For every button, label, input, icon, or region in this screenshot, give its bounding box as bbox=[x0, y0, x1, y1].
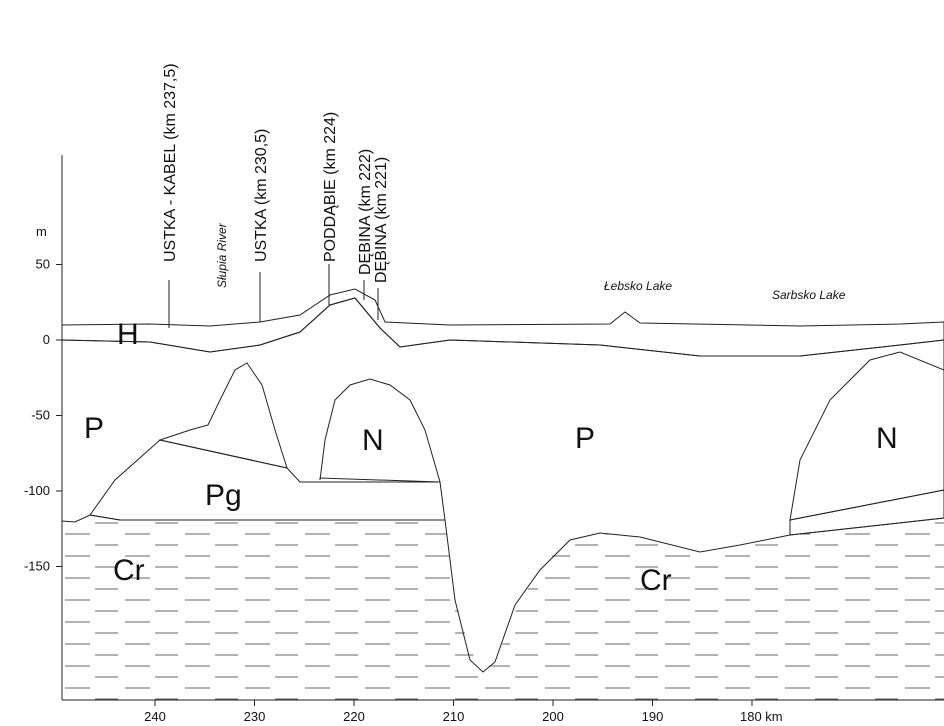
y-tick-label: 50 bbox=[36, 257, 50, 272]
x-tick-label: 230 bbox=[244, 709, 266, 724]
place-label: Słupia River bbox=[215, 222, 229, 288]
h-layer bbox=[61, 288, 944, 357]
y-tick-label: -150 bbox=[24, 559, 50, 574]
y-tick-label: -50 bbox=[31, 408, 50, 423]
x-tick-label: 190 bbox=[642, 709, 664, 724]
station-label: DĘBINA (km 221) bbox=[373, 157, 390, 283]
n-body bbox=[158, 362, 288, 469]
station-label: DĘBINA (km 222) bbox=[357, 149, 374, 275]
x-tick-label: 180 km bbox=[740, 709, 783, 724]
unit-label: N bbox=[876, 422, 898, 455]
place-label: Sarbsko Lake bbox=[772, 288, 846, 302]
unit-label: Cr bbox=[113, 554, 145, 587]
pg-layer bbox=[89, 439, 446, 521]
cr-layer bbox=[62, 515, 944, 700]
place-label: Łebsko Lake bbox=[604, 279, 672, 293]
y-tick-label: 0 bbox=[43, 332, 50, 347]
unit-label: P bbox=[84, 412, 104, 445]
n-body bbox=[789, 351, 944, 521]
unit-label: N bbox=[362, 424, 384, 457]
x-tick-label: 200 bbox=[542, 709, 564, 724]
y-tick-label: -100 bbox=[24, 483, 50, 498]
station-label: PODDĄBIE (km 224) bbox=[322, 112, 339, 262]
unit-label: Cr bbox=[640, 564, 672, 597]
x-tick-label: 220 bbox=[343, 709, 365, 724]
x-tick-label: 240 bbox=[144, 709, 166, 724]
y-unit: m bbox=[36, 224, 47, 239]
station-label: USTKA - KABEL (km 237,5) bbox=[162, 63, 179, 262]
n-body bbox=[319, 378, 441, 483]
station-label: USTKA (km 230,5) bbox=[253, 129, 270, 262]
unit-label: H bbox=[117, 318, 139, 351]
unit-label: P bbox=[575, 422, 595, 455]
unit-label: Pg bbox=[205, 479, 242, 512]
station-pointers bbox=[168, 264, 379, 328]
x-tick-label: 210 bbox=[443, 709, 465, 724]
